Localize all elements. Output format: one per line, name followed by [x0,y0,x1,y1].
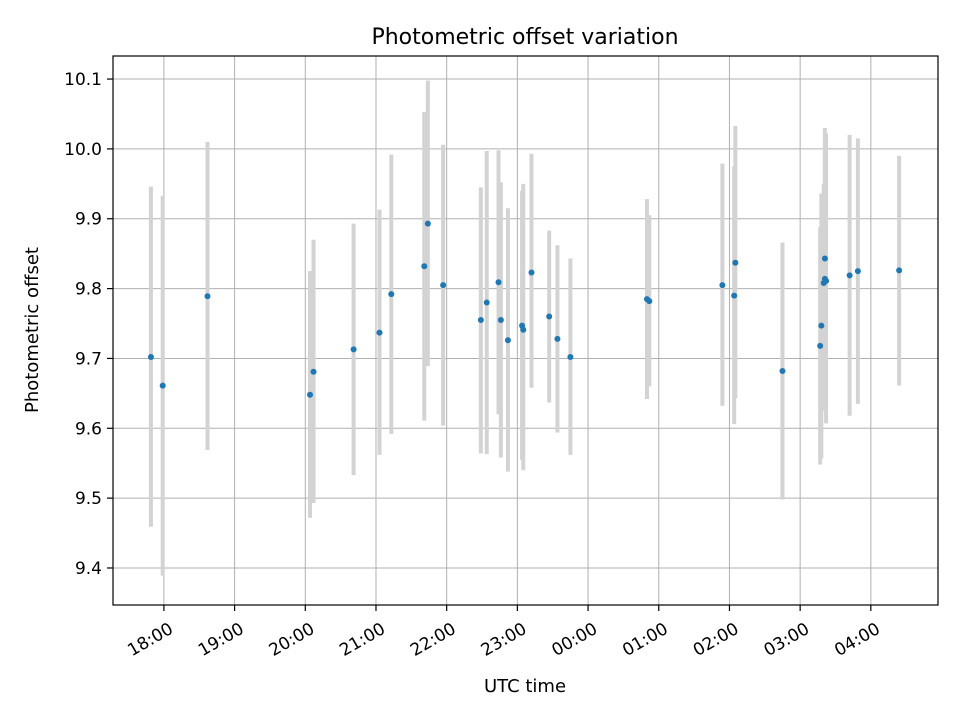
data-point [846,272,853,279]
data-point [483,299,490,306]
data-point [504,337,511,344]
data-point [821,255,828,262]
data-point [376,329,383,336]
y-tick-label: 10.1 [64,70,102,90]
data-point [147,354,154,361]
data-point [823,277,830,284]
data-point [497,317,504,324]
data-point [307,391,314,398]
data-point [159,382,166,389]
data-point [554,335,561,342]
data-point [495,279,502,286]
data-point [421,263,428,270]
y-tick-label: 9.7 [75,349,102,369]
data-point [440,282,447,289]
grid [113,56,938,605]
y-tick-label: 9.4 [75,559,102,579]
y-tick-label: 9.5 [75,489,102,509]
y-tick-label: 9.6 [75,419,102,439]
data-point [732,259,739,266]
data-point [350,346,357,353]
data-point [567,354,574,361]
y-tick-label: 10.0 [64,140,102,160]
data-point [817,342,824,349]
data-point [719,282,726,289]
data-point [204,293,211,300]
chart-title: Photometric offset variation [371,25,678,50]
data-point [520,326,527,333]
data-point [646,298,653,305]
plot-area-frame [112,55,939,606]
data-point [546,313,553,320]
data-points [147,220,903,398]
data-point [854,268,861,275]
data-point [731,292,738,299]
data-point [528,269,535,276]
data-point [818,322,825,329]
x-axis-label: UTC time [484,676,566,697]
y-axis-label: Photometric offset [22,247,43,413]
y-tick-label: 9.8 [75,280,102,300]
data-point [424,220,431,227]
y-tick-label: 9.9 [75,210,102,230]
y-axis: 9.4 9.5 9.6 9.7 9.8 9.9 10.0 10.1 [64,70,113,579]
data-point [477,317,484,324]
data-point [896,267,903,274]
data-point [779,368,786,375]
data-point [388,291,395,298]
data-point [310,368,317,375]
